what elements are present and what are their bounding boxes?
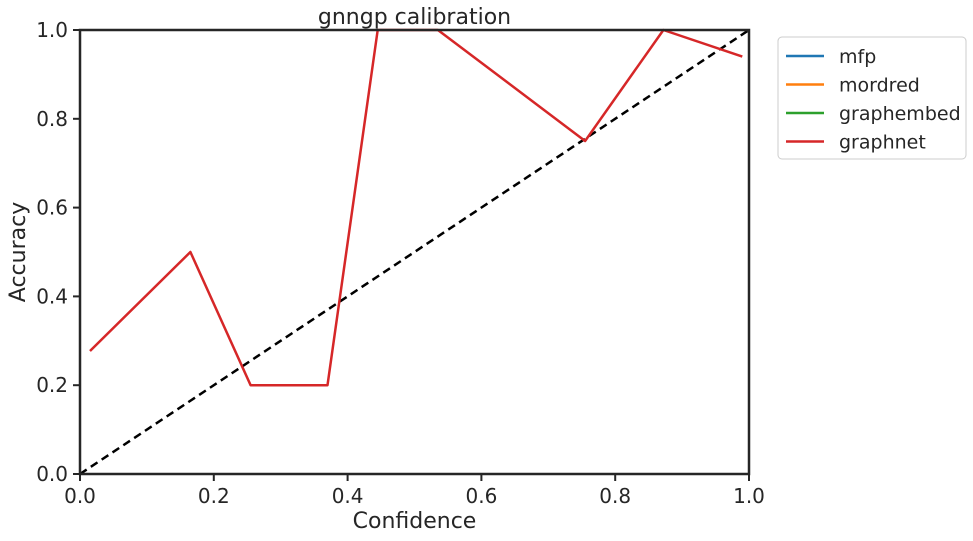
- x-tick-label: 1.0: [733, 484, 765, 508]
- legend-box: [777, 36, 967, 160]
- legend-label-graphembed: graphembed: [839, 103, 961, 125]
- y-tick-label: 0.6: [36, 196, 68, 220]
- y-tick-label: 1.0: [36, 18, 68, 42]
- chart-title: gnngp calibration: [318, 5, 511, 30]
- y-tick-label: 0.8: [36, 107, 68, 131]
- plot-frame: [78, 28, 751, 476]
- y-axis-label: Accuracy: [6, 202, 31, 302]
- legend-label-mfp: mfp: [839, 46, 876, 68]
- x-tick-label: 0.6: [465, 484, 497, 508]
- plot-marks: [79, 28, 750, 476]
- x-tick-label: 0.8: [599, 484, 631, 508]
- x-tick-label: 0.2: [198, 484, 230, 508]
- legend: mfp mordred graphembed graphnet: [777, 36, 967, 160]
- x-axis-label: Confidence: [353, 509, 477, 534]
- x-tick-label: 0.0: [64, 484, 96, 508]
- series-line-graphnet: [89, 28, 743, 387]
- legend-label-graphnet: graphnet: [839, 132, 926, 154]
- axis-ticks: 0.0 0.2 0.4 0.6 0.8 1.0 0.0 0.2 0.4 0.6 0.8 1.0: [36, 18, 765, 508]
- y-tick-label: 0.0: [36, 462, 68, 486]
- x-tick-label: 0.4: [332, 484, 364, 508]
- perfect-calibration-line: [79, 28, 750, 476]
- y-tick-label: 0.2: [36, 373, 68, 397]
- y-tick-label: 0.4: [36, 284, 68, 308]
- legend-label-mordred: mordred: [839, 75, 920, 97]
